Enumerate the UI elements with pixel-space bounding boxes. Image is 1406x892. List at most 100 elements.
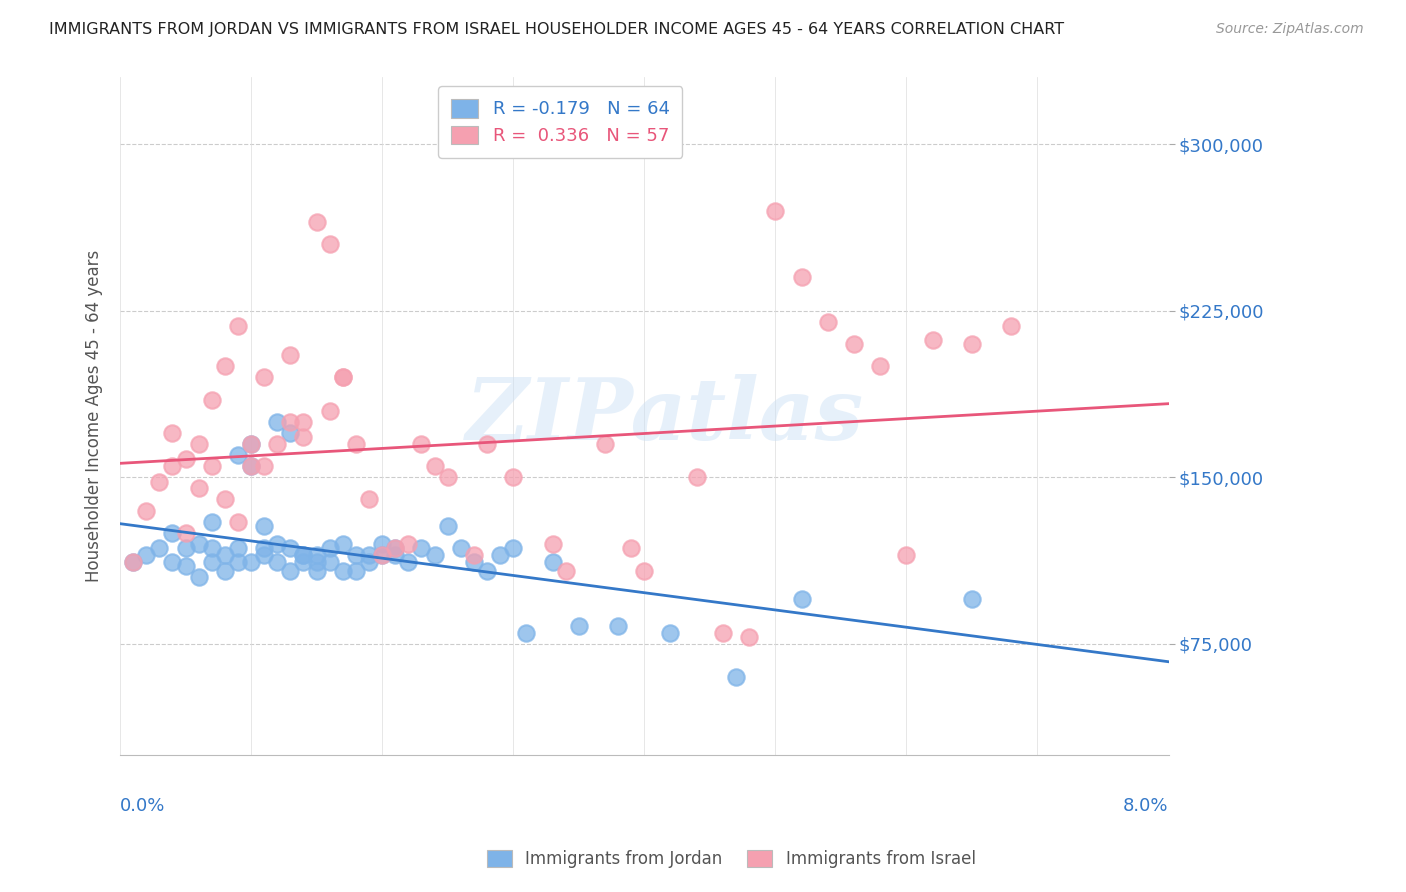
Point [344,548,367,562]
Point [240,459,263,474]
Point [226,555,249,569]
Point [423,459,446,474]
Point [960,592,983,607]
Point [201,392,224,407]
Point [436,519,458,533]
Point [396,555,419,569]
Point [148,541,170,556]
Point [318,555,340,569]
Point [214,548,236,562]
Point [253,541,276,556]
Point [253,459,276,474]
Point [280,564,302,578]
Point [292,415,315,429]
Point [896,548,918,562]
Point [187,437,209,451]
Point [463,555,485,569]
Point [305,548,328,562]
Point [201,515,224,529]
Point [921,333,943,347]
Point [187,481,209,495]
Point [226,448,249,462]
Point [240,437,263,451]
Point [1000,319,1022,334]
Point [411,437,433,451]
Point [763,203,786,218]
Point [332,537,354,551]
Point [280,415,302,429]
Point [790,592,813,607]
Point [502,541,524,556]
Point [226,541,249,556]
Point [357,548,380,562]
Point [162,525,184,540]
Point [332,370,354,384]
Point [240,555,263,569]
Point [253,548,276,562]
Point [842,337,865,351]
Point [174,559,197,574]
Point [201,541,224,556]
Point [162,425,184,440]
Y-axis label: Householder Income Ages 45 - 64 years: Householder Income Ages 45 - 64 years [86,250,103,582]
Text: Source: ZipAtlas.com: Source: ZipAtlas.com [1216,22,1364,37]
Point [332,370,354,384]
Point [135,503,157,517]
Point [384,541,406,556]
Point [214,564,236,578]
Point [240,437,263,451]
Point [174,452,197,467]
Point [568,619,591,633]
Point [686,470,709,484]
Point [174,525,197,540]
Point [371,548,394,562]
Point [280,425,302,440]
Point [357,492,380,507]
Point [384,548,406,562]
Point [960,337,983,351]
Point [817,315,839,329]
Point [423,548,446,562]
Point [318,237,340,252]
Point [489,548,512,562]
Point [396,537,419,551]
Point [450,541,472,556]
Point [292,548,315,562]
Point [724,670,747,684]
Point [122,555,145,569]
Point [187,570,209,584]
Point [201,459,224,474]
Point [371,548,394,562]
Point [869,359,891,374]
Text: IMMIGRANTS FROM JORDAN VS IMMIGRANTS FROM ISRAEL HOUSEHOLDER INCOME AGES 45 - 64: IMMIGRANTS FROM JORDAN VS IMMIGRANTS FRO… [49,22,1064,37]
Point [384,541,406,556]
Point [541,537,564,551]
Point [411,541,433,556]
Point [253,370,276,384]
Point [280,348,302,362]
Point [214,359,236,374]
Point [187,537,209,551]
Point [344,564,367,578]
Point [463,548,485,562]
Point [305,215,328,229]
Point [226,515,249,529]
Point [305,555,328,569]
Point [620,541,643,556]
Point [515,625,537,640]
Point [162,555,184,569]
Text: 8.0%: 8.0% [1123,797,1168,814]
Point [711,625,734,640]
Point [554,564,576,578]
Legend: Immigrants from Jordan, Immigrants from Israel: Immigrants from Jordan, Immigrants from … [479,843,983,875]
Text: 0.0%: 0.0% [120,797,166,814]
Point [305,564,328,578]
Point [357,555,380,569]
Point [607,619,630,633]
Text: ZIPatlas: ZIPatlas [467,375,865,458]
Point [541,555,564,569]
Point [174,541,197,556]
Point [318,541,340,556]
Point [201,555,224,569]
Point [266,537,288,551]
